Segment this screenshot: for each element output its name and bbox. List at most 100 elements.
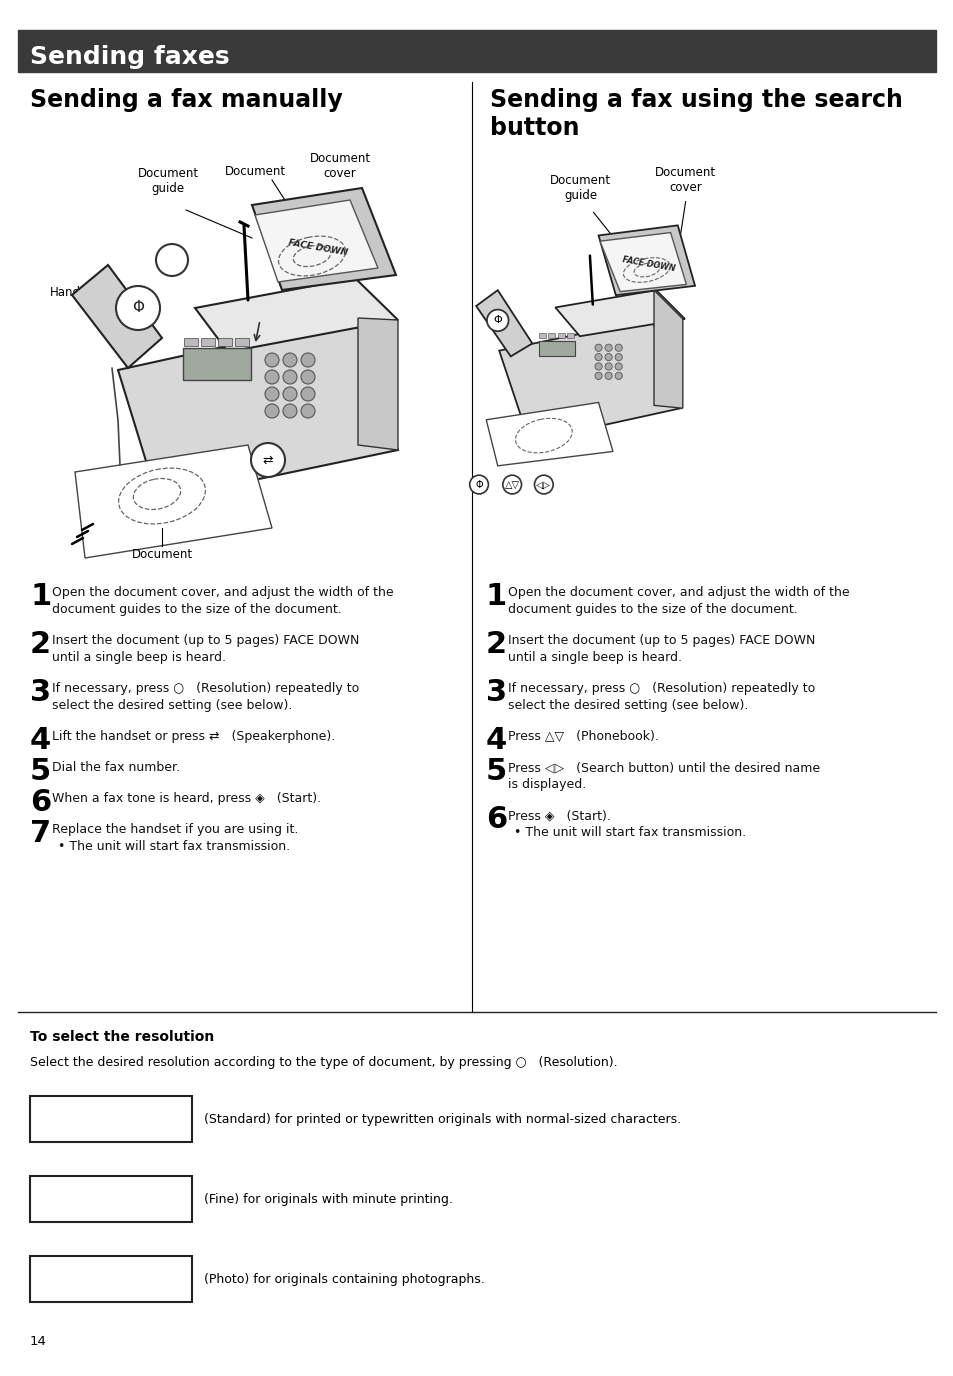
- Text: If necessary, press ○   (Resolution) repeatedly to: If necessary, press ○ (Resolution) repea…: [507, 682, 815, 695]
- Text: 2: 2: [485, 630, 507, 659]
- Bar: [184, 338, 198, 345]
- Bar: [538, 333, 545, 338]
- Polygon shape: [357, 318, 397, 450]
- Text: Lift the handset or press ⇄   (Speakerphone).: Lift the handset or press ⇄ (Speakerphon…: [52, 731, 335, 743]
- Circle shape: [116, 286, 160, 330]
- Circle shape: [615, 354, 621, 361]
- Polygon shape: [194, 278, 397, 352]
- Text: Document
guide: Document guide: [550, 175, 611, 202]
- Text: Document
cover: Document cover: [655, 165, 716, 194]
- Bar: [18, 30, 935, 72]
- Polygon shape: [476, 290, 532, 356]
- Text: (Photo) for originals containing photographs.: (Photo) for originals containing photogr…: [204, 1273, 484, 1285]
- Text: Sending a fax manually: Sending a fax manually: [30, 88, 342, 111]
- Text: Document
guide: Document guide: [137, 166, 198, 195]
- Circle shape: [301, 354, 314, 367]
- Circle shape: [283, 370, 296, 384]
- Text: Open the document cover, and adjust the width of the: Open the document cover, and adjust the …: [507, 586, 849, 599]
- Text: If necessary, press ○   (Resolution) repeatedly to: If necessary, press ○ (Resolution) repea…: [52, 682, 359, 695]
- Bar: [30, 1176, 192, 1222]
- Text: FACE DOWN: FACE DOWN: [621, 255, 676, 274]
- Polygon shape: [75, 444, 272, 559]
- Circle shape: [604, 344, 612, 351]
- Text: Φ: Φ: [493, 315, 501, 325]
- Text: (Standard) for printed or typewritten originals with normal-sized characters.: (Standard) for printed or typewritten or…: [204, 1113, 680, 1126]
- Text: • The unit will start fax transmission.: • The unit will start fax transmission.: [58, 839, 290, 853]
- Bar: [183, 348, 251, 380]
- Text: select the desired setting (see below).: select the desired setting (see below).: [52, 699, 292, 711]
- Text: (Fine) for originals with minute printing.: (Fine) for originals with minute printin…: [204, 1193, 453, 1205]
- Text: Replace the handset if you are using it.: Replace the handset if you are using it.: [52, 823, 298, 837]
- Bar: [538, 340, 575, 356]
- Text: FACE DOWN: FACE DOWN: [287, 238, 348, 257]
- Text: until a single beep is heard.: until a single beep is heard.: [507, 651, 681, 665]
- Text: Document: Document: [224, 165, 285, 178]
- Text: 4: 4: [30, 727, 51, 755]
- Text: Insert the document (up to 5 pages) FACE DOWN: Insert the document (up to 5 pages) FACE…: [507, 634, 815, 647]
- Polygon shape: [654, 290, 682, 409]
- Bar: [566, 333, 574, 338]
- Bar: [218, 338, 232, 345]
- Text: 5: 5: [30, 757, 51, 786]
- Circle shape: [156, 244, 188, 277]
- Circle shape: [595, 363, 601, 370]
- Polygon shape: [118, 318, 397, 499]
- Text: Φ: Φ: [132, 300, 144, 315]
- Text: Insert the document (up to 5 pages) FACE DOWN: Insert the document (up to 5 pages) FACE…: [52, 634, 359, 647]
- Text: Document: Document: [132, 548, 193, 561]
- Polygon shape: [599, 233, 685, 292]
- Text: document guides to the size of the document.: document guides to the size of the docum…: [507, 603, 797, 616]
- Text: ◁▷: ◁▷: [536, 480, 551, 490]
- Text: Handset: Handset: [50, 285, 99, 299]
- Text: △▽: △▽: [504, 480, 519, 490]
- Polygon shape: [555, 290, 684, 336]
- Text: 6: 6: [30, 788, 51, 817]
- Bar: [201, 338, 214, 345]
- Circle shape: [301, 387, 314, 400]
- Text: Φ: Φ: [475, 480, 482, 490]
- Polygon shape: [598, 226, 695, 296]
- Text: ⇄: ⇄: [262, 454, 273, 466]
- Polygon shape: [71, 266, 162, 367]
- Bar: [557, 333, 564, 338]
- Circle shape: [615, 344, 621, 351]
- Circle shape: [534, 475, 553, 494]
- Text: Sending a fax using the search
button: Sending a fax using the search button: [490, 88, 902, 140]
- Text: 1: 1: [30, 582, 51, 611]
- Circle shape: [283, 387, 296, 400]
- Text: Open the document cover, and adjust the width of the: Open the document cover, and adjust the …: [52, 586, 394, 599]
- Text: 14: 14: [30, 1335, 47, 1348]
- Circle shape: [251, 443, 285, 477]
- Circle shape: [604, 354, 612, 361]
- Circle shape: [615, 373, 621, 380]
- Text: 2: 2: [30, 630, 51, 659]
- Circle shape: [301, 405, 314, 418]
- Circle shape: [595, 344, 601, 351]
- Bar: [234, 338, 249, 345]
- Text: 1: 1: [485, 582, 507, 611]
- Circle shape: [469, 475, 488, 494]
- Bar: [548, 333, 555, 338]
- Bar: [30, 1256, 192, 1302]
- Text: To select the resolution: To select the resolution: [30, 1031, 214, 1044]
- Circle shape: [595, 373, 601, 380]
- Polygon shape: [254, 200, 377, 282]
- Text: • The unit will start fax transmission.: • The unit will start fax transmission.: [514, 826, 745, 839]
- Text: until a single beep is heard.: until a single beep is heard.: [52, 651, 226, 665]
- Circle shape: [604, 363, 612, 370]
- Circle shape: [615, 363, 621, 370]
- Bar: [30, 1097, 192, 1142]
- Circle shape: [265, 387, 278, 400]
- Text: Sending faxes: Sending faxes: [30, 45, 230, 69]
- Text: 5: 5: [485, 757, 507, 786]
- Text: Press ◁▷   (Search button) until the desired name: Press ◁▷ (Search button) until the desir…: [507, 761, 820, 773]
- Text: Select the desired resolution according to the type of document, by pressing ○  : Select the desired resolution according …: [30, 1055, 617, 1069]
- Polygon shape: [498, 319, 679, 442]
- Circle shape: [265, 405, 278, 418]
- Circle shape: [604, 373, 612, 380]
- Circle shape: [595, 354, 601, 361]
- Text: is displayed.: is displayed.: [507, 777, 586, 791]
- Circle shape: [301, 370, 314, 384]
- Circle shape: [502, 475, 521, 494]
- Text: Dial the fax number.: Dial the fax number.: [52, 761, 180, 773]
